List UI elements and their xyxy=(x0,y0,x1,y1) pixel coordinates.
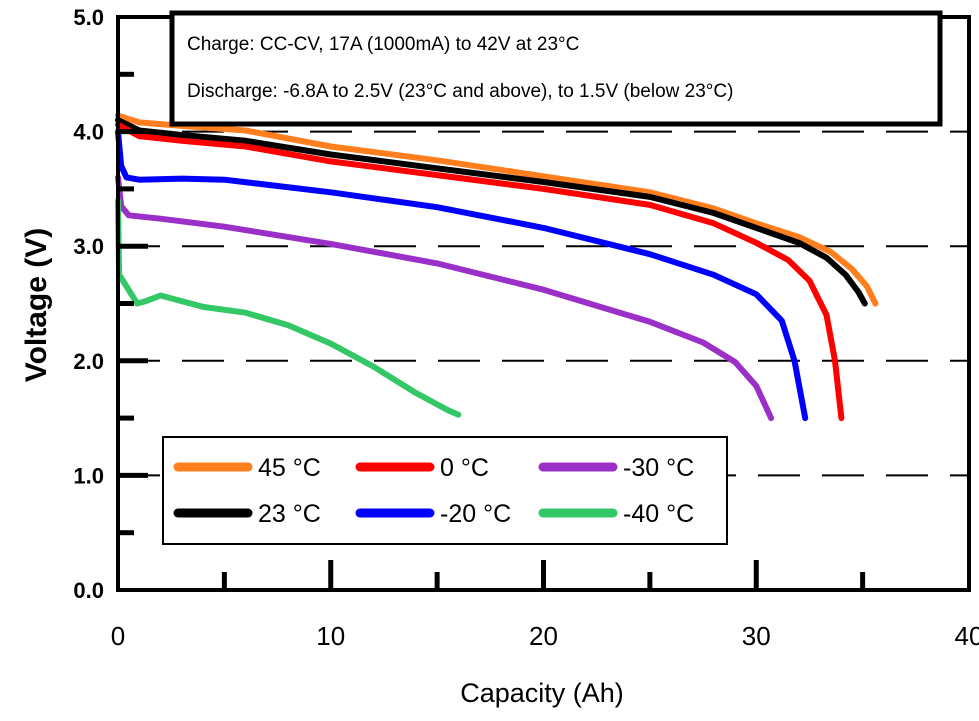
legend-label-4: -30 °C xyxy=(623,454,694,482)
x-axis-label: Capacity (Ah) xyxy=(460,678,624,708)
annotation-discharge: Discharge: -6.8A to 2.5V (23°C and above… xyxy=(187,81,733,102)
legend-label-5: -40 °C xyxy=(623,500,694,528)
legend-label-1: 23 °C xyxy=(258,500,321,528)
legend-label-0: 45 °C xyxy=(258,454,321,482)
y-tick-label: 1.0 xyxy=(73,463,104,488)
series-line-3 xyxy=(115,128,809,422)
x-tick-labels: 0 10 20 30 40 xyxy=(111,621,979,651)
legend: 45 °C 0 °C -30 °C 23 °C -20 °C -40 °C xyxy=(162,436,728,545)
series-line-0 xyxy=(115,112,879,307)
legend-label-3: -20 °C xyxy=(440,500,511,528)
x-tick-label: 30 xyxy=(742,621,771,651)
y-tick-label: 4.0 xyxy=(73,120,104,145)
x-tick-label: 20 xyxy=(529,621,558,651)
annotation-box: Charge: CC-CV, 17A (1000mA) to 42V at 23… xyxy=(169,10,943,127)
series-line-2 xyxy=(115,121,845,422)
axis-ticks xyxy=(118,71,866,590)
y-tick-label: 3.0 xyxy=(73,234,104,259)
x-tick-label: 10 xyxy=(316,621,345,651)
y-axis-label: Voltage (V) xyxy=(20,228,53,382)
series-line-4 xyxy=(115,174,775,422)
x-tick-label: 40 xyxy=(955,621,979,651)
y-tick-label: 2.0 xyxy=(73,349,104,374)
y-tick-labels: 0.0 1.0 2.0 3.0 4.0 5.0 xyxy=(73,5,104,603)
legend-label-2: 0 °C xyxy=(440,454,489,482)
y-tick-label: 5.0 xyxy=(73,5,104,30)
series-line-5 xyxy=(115,197,462,418)
y-tick-label: 0.0 xyxy=(73,578,104,603)
series-curves xyxy=(115,112,879,422)
annotation-charge: Charge: CC-CV, 17A (1000mA) to 42V at 23… xyxy=(187,34,579,55)
series-line-1 xyxy=(115,117,868,307)
x-tick-label: 0 xyxy=(111,621,125,651)
